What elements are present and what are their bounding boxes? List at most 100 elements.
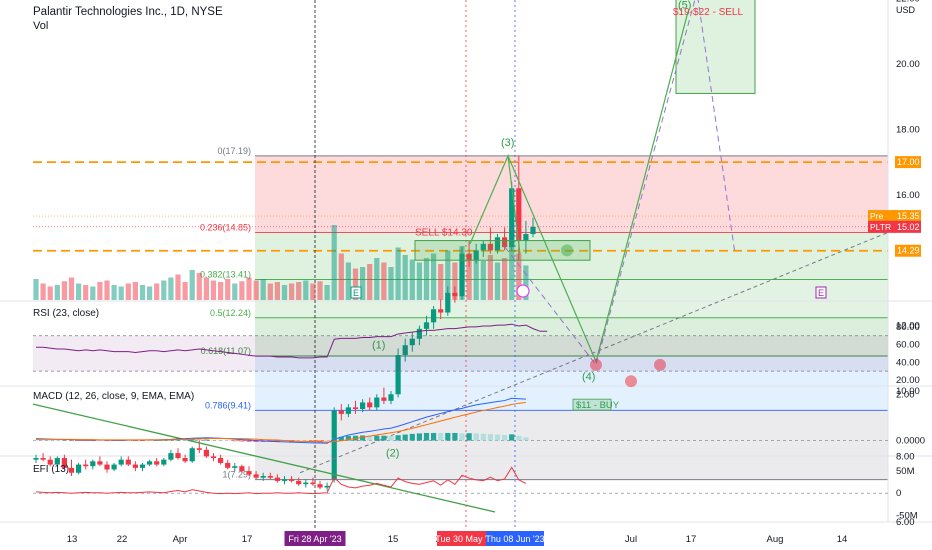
candle-body <box>225 462 231 468</box>
volume-bar <box>331 225 337 300</box>
grid-layer <box>0 0 932 528</box>
price-tag-value: 17.00 <box>897 157 920 167</box>
macd-histogram-bar <box>395 435 401 441</box>
candle-body <box>161 459 167 465</box>
time-tick-label: Jul <box>625 534 637 545</box>
sell-top-label: $19-$22 - SELL <box>673 7 743 18</box>
volume-bar <box>516 253 522 300</box>
candle-body <box>395 355 401 395</box>
price-tick-label: 22.00 <box>896 0 920 5</box>
macd-histogram-bar <box>210 440 217 441</box>
sell-zone-dot <box>561 244 573 257</box>
fib-label-1: 0.236(14.85) <box>200 222 251 232</box>
fib-zone-3 <box>255 317 888 357</box>
volume-bar <box>203 277 209 300</box>
candle-body <box>61 458 67 468</box>
candle-body <box>274 477 280 481</box>
price-tick-label: 8.00 <box>896 451 915 462</box>
wave-label-5: (5) <box>678 0 691 11</box>
macd-histogram-bar <box>203 439 209 441</box>
volume-bar <box>154 283 160 300</box>
volume-label: Vol <box>33 20 49 32</box>
candle-body <box>416 328 422 339</box>
price-tag-name-bg <box>868 210 896 223</box>
volume-bar <box>111 285 117 300</box>
volume-bar <box>54 285 60 300</box>
volume-bar <box>445 250 451 300</box>
candle-body <box>118 459 124 465</box>
fib-label-6: 1(7.29) <box>222 470 251 480</box>
volume-bar <box>289 283 295 300</box>
time-tick-label: Apr <box>173 534 188 545</box>
macd-histogram-bar <box>445 432 451 441</box>
volume-bar <box>125 283 131 300</box>
volume-bar <box>47 286 53 300</box>
volume-bar <box>104 280 110 300</box>
sell-mid-label: SELL $14.30 <box>415 228 473 239</box>
candle-body <box>310 482 316 485</box>
rsi-tick-label: 40.00 <box>896 357 920 368</box>
uptrend-line <box>299 231 889 474</box>
volume-bar <box>395 247 401 300</box>
macd-histogram-bar <box>374 435 380 441</box>
candle-body <box>324 485 330 488</box>
price-tick-label: 16.00 <box>896 190 920 201</box>
time-tick-label: Aug <box>767 534 784 545</box>
volume-bar <box>274 282 280 300</box>
time-tick-label: 17 <box>686 534 697 545</box>
candle-body <box>253 474 259 478</box>
candles-layer <box>33 155 536 491</box>
price-tick-label: 10.00 <box>896 386 920 397</box>
macd-histogram-bar <box>175 439 181 441</box>
price-tick-label: 6.00 <box>896 517 915 528</box>
candle-body <box>530 226 536 235</box>
price-tick-label: 18.00 <box>896 124 920 135</box>
wave-label-3: (3) <box>501 137 514 149</box>
volume-bar <box>196 273 202 300</box>
candle-body <box>281 479 288 481</box>
indicators-layer: 80.00 60.00 40.00 20.00 2.00 0.0000 50M 0 -50M <box>33 322 925 522</box>
volume-bar <box>473 259 479 300</box>
candle-body <box>345 407 351 414</box>
date-tag-label: Fri 28 Apr '23 <box>288 534 341 544</box>
buy-label: $11 - BUY <box>576 400 620 411</box>
time-tick-label: 14 <box>837 534 848 545</box>
candle-body <box>168 453 174 460</box>
price-tag-bg <box>895 244 921 257</box>
volume-bar <box>388 267 394 300</box>
candle-body <box>239 466 245 472</box>
candle-body <box>445 292 451 313</box>
macd-histogram-bar <box>324 440 330 442</box>
macd-histogram-bar <box>459 433 465 441</box>
efi-tick-label: 50M <box>896 466 915 477</box>
candle-body <box>218 458 224 463</box>
projection-point-2 <box>654 358 666 371</box>
macd-histogram-bar <box>338 436 344 441</box>
candle-body <box>154 461 160 465</box>
wave-label-1: (1) <box>372 339 385 351</box>
macd-histogram-bar <box>90 440 96 442</box>
volume-bar <box>303 280 309 300</box>
macd-histogram-bar <box>480 433 486 441</box>
volume-bar <box>118 286 124 300</box>
candle-body <box>381 397 387 401</box>
volume-bar <box>61 281 67 300</box>
macd-histogram-bar <box>431 432 437 441</box>
candle-body <box>104 464 110 470</box>
macd-histogram-bar <box>83 440 89 442</box>
macd-histogram-bar <box>139 440 146 442</box>
macd-histogram-bar <box>473 433 479 441</box>
drawings-layer: SELL $14.30 $19-$22 - SELL $11 - BUY (1) (2)… <box>32 0 889 513</box>
candle-body <box>189 448 195 462</box>
macd-histogram-bar <box>125 440 131 442</box>
downtrend-line <box>32 403 496 513</box>
macd-histogram-bar <box>147 440 153 442</box>
candle-body <box>523 234 529 241</box>
time-tick-label: 15 <box>388 534 399 545</box>
volume-bar <box>267 283 273 300</box>
volume-bar <box>175 274 181 300</box>
volume-bar <box>310 283 316 300</box>
price-tag-name-bg <box>868 220 896 233</box>
time-tick-label: 17 <box>242 534 253 545</box>
